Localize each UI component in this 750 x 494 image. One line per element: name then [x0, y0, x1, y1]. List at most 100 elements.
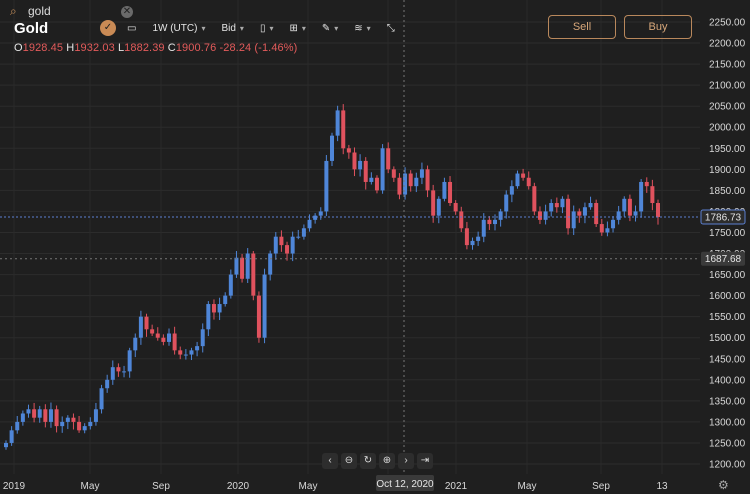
candle-body [206, 304, 211, 330]
candle-body [155, 333, 160, 338]
candle-body [307, 219, 312, 229]
search-box[interactable]: ⌕ gold [10, 4, 51, 18]
crosshair-date-label: Oct 12, 2020 [376, 479, 434, 490]
candle-body [599, 224, 604, 233]
candle-body [481, 219, 486, 237]
y-tick-label: 1900.00 [709, 165, 746, 176]
candle-body [77, 421, 82, 431]
candle-body [60, 421, 65, 427]
candle-body [470, 240, 475, 246]
layers-icon: ≋ [354, 22, 363, 34]
chevron-down-icon: ▾ [366, 23, 371, 33]
zoom-out-button[interactable]: ⊖ [341, 453, 357, 469]
candle-body [408, 173, 413, 187]
candle-body [493, 219, 497, 225]
candle-body [352, 152, 357, 170]
y-tick-label: 2200.00 [709, 39, 746, 50]
fullscreen-button[interactable]: ⤡ [382, 18, 400, 38]
candle-body [32, 409, 37, 418]
chart-type-button[interactable]: ▯ ▾ [255, 18, 279, 38]
drawing-tools-button[interactable]: ✎ ▾ [317, 18, 343, 38]
x-tick-label: Sep [592, 481, 610, 492]
candle-body [65, 417, 70, 422]
candle-body [43, 409, 48, 422]
candle-body [195, 346, 200, 351]
candle-body [588, 203, 593, 208]
candle-body [93, 409, 98, 422]
candle-body [498, 211, 503, 220]
symbol-title: Gold [14, 20, 49, 37]
candle-body [386, 148, 391, 170]
candle-body [391, 169, 396, 178]
y-tick-label: 1250.00 [709, 438, 746, 449]
reset-button[interactable]: ↻ [360, 453, 376, 469]
indicators-button[interactable]: ⊞ ▾ [284, 18, 310, 38]
search-icon: ⌕ [10, 4, 17, 18]
zoom-in-button[interactable]: ⊕ [379, 453, 395, 469]
scroll-right-button[interactable]: › [398, 453, 414, 469]
candle-body [110, 367, 115, 380]
candle-body [554, 203, 559, 208]
candle-body [183, 354, 188, 356]
price-type-select[interactable]: Bid ▾ [221, 22, 244, 34]
candle-body [611, 219, 616, 229]
candle-body [122, 371, 127, 373]
interval-select[interactable]: 1W (UTC) ▾ [152, 22, 206, 34]
candle-body [403, 173, 408, 195]
clear-search-icon[interactable]: ✕ [121, 6, 133, 18]
candle-body [245, 253, 250, 279]
candle-body [436, 198, 441, 216]
candle-body [200, 329, 205, 347]
y-tick-label: 1850.00 [709, 186, 746, 197]
candle-body [380, 148, 385, 191]
candle-body [504, 194, 509, 212]
candle-body [358, 160, 363, 170]
candle-body [442, 181, 447, 199]
candle-body [262, 274, 267, 338]
gear-icon[interactable]: ⚙ [718, 478, 729, 492]
candle-body [150, 329, 155, 334]
candle-body [138, 316, 143, 338]
sell-button[interactable]: Sell [548, 15, 616, 39]
candle-body [369, 177, 374, 182]
y-tick-label: 2250.00 [709, 18, 746, 29]
candle-body [116, 367, 121, 372]
candle-body [296, 236, 301, 238]
y-tick-label: 2150.00 [709, 60, 746, 71]
scroll-left-button[interactable]: ‹ [322, 453, 338, 469]
candle-body [26, 409, 31, 414]
candle-body [251, 253, 256, 296]
search-input[interactable]: gold [28, 4, 51, 18]
x-tick-label: 2020 [227, 481, 250, 492]
y-tick-label: 1400.00 [709, 375, 746, 386]
candle-body [268, 253, 273, 275]
candle-body [605, 228, 610, 233]
y-tick-label: 1650.00 [709, 270, 746, 281]
chevron-down-icon: ▾ [301, 23, 306, 33]
candle-body [464, 228, 469, 246]
layers-button[interactable]: ≋ ▾ [349, 18, 375, 38]
x-tick-label: Sep [152, 481, 170, 492]
candle-body [144, 316, 149, 330]
y-tick-label: 2100.00 [709, 81, 746, 92]
chevron-down-icon: ▾ [269, 23, 274, 33]
x-tick-label: 2019 [3, 481, 26, 492]
candle-body [594, 203, 599, 225]
chevron-down-icon: ▾ [334, 23, 339, 33]
candle-body [301, 228, 306, 237]
fullscreen-icon: ⤡ [386, 22, 395, 34]
check-icon[interactable]: ✓ [100, 20, 116, 36]
candle-body [644, 181, 649, 187]
scroll-end-button[interactable]: ⇥ [417, 453, 433, 469]
monitor-icon[interactable]: ▭ [127, 22, 137, 34]
y-tick-label: 1950.00 [709, 144, 746, 155]
candle-body [577, 211, 582, 216]
candle-body [582, 207, 587, 216]
candle-body [566, 198, 571, 229]
candle-body [189, 350, 194, 355]
buy-button[interactable]: Buy [624, 15, 692, 39]
candle-body [54, 409, 59, 427]
candle-body [633, 211, 638, 216]
current-price-label: 1786.73 [705, 213, 742, 224]
